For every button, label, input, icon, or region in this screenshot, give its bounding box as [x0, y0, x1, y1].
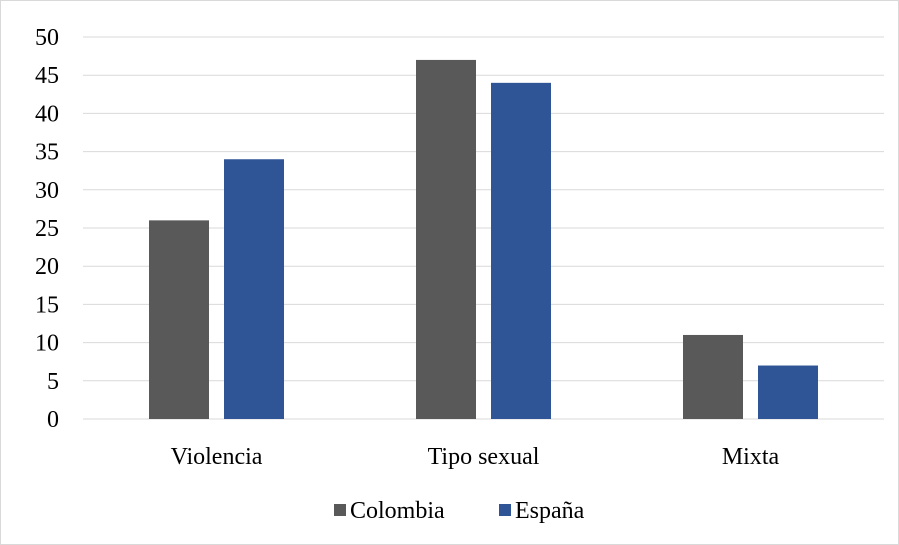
- legend-label: España: [515, 498, 585, 524]
- y-tick-label: 10: [35, 331, 59, 357]
- y-tick-label: 5: [47, 369, 59, 395]
- y-tick-label: 20: [35, 254, 59, 280]
- y-axis-ticks: 0 5 10 15 20 25 30 35 40 45 50: [35, 25, 59, 433]
- y-tick-label: 25: [35, 216, 59, 242]
- y-tick-label: 0: [47, 407, 59, 433]
- y-tick-label: 15: [35, 292, 59, 318]
- bar-colombia-2: [683, 334, 743, 419]
- x-axis-categories: Violencia Tipo sexual Mixta: [171, 444, 780, 470]
- bar-espa-a-1: [491, 82, 551, 419]
- gridlines: [83, 36, 884, 420]
- y-tick-label: 40: [35, 101, 59, 127]
- bar-colombia-0: [149, 220, 209, 419]
- y-tick-label: 50: [35, 25, 59, 51]
- legend-swatch: [499, 504, 511, 516]
- bars: [149, 59, 818, 420]
- bar-espa-a-2: [758, 365, 818, 419]
- legend-label: Colombia: [350, 498, 445, 524]
- legend: Colombia España: [334, 498, 585, 524]
- bar-espa-a-0: [224, 159, 284, 420]
- bar-colombia-1: [416, 59, 476, 420]
- y-tick-label: 45: [35, 63, 59, 89]
- x-category-label: Mixta: [722, 444, 780, 470]
- y-tick-label: 35: [35, 140, 59, 166]
- y-tick-label: 30: [35, 178, 59, 204]
- legend-swatch: [334, 504, 346, 516]
- x-category-label: Tipo sexual: [428, 444, 540, 470]
- x-category-label: Violencia: [171, 444, 263, 470]
